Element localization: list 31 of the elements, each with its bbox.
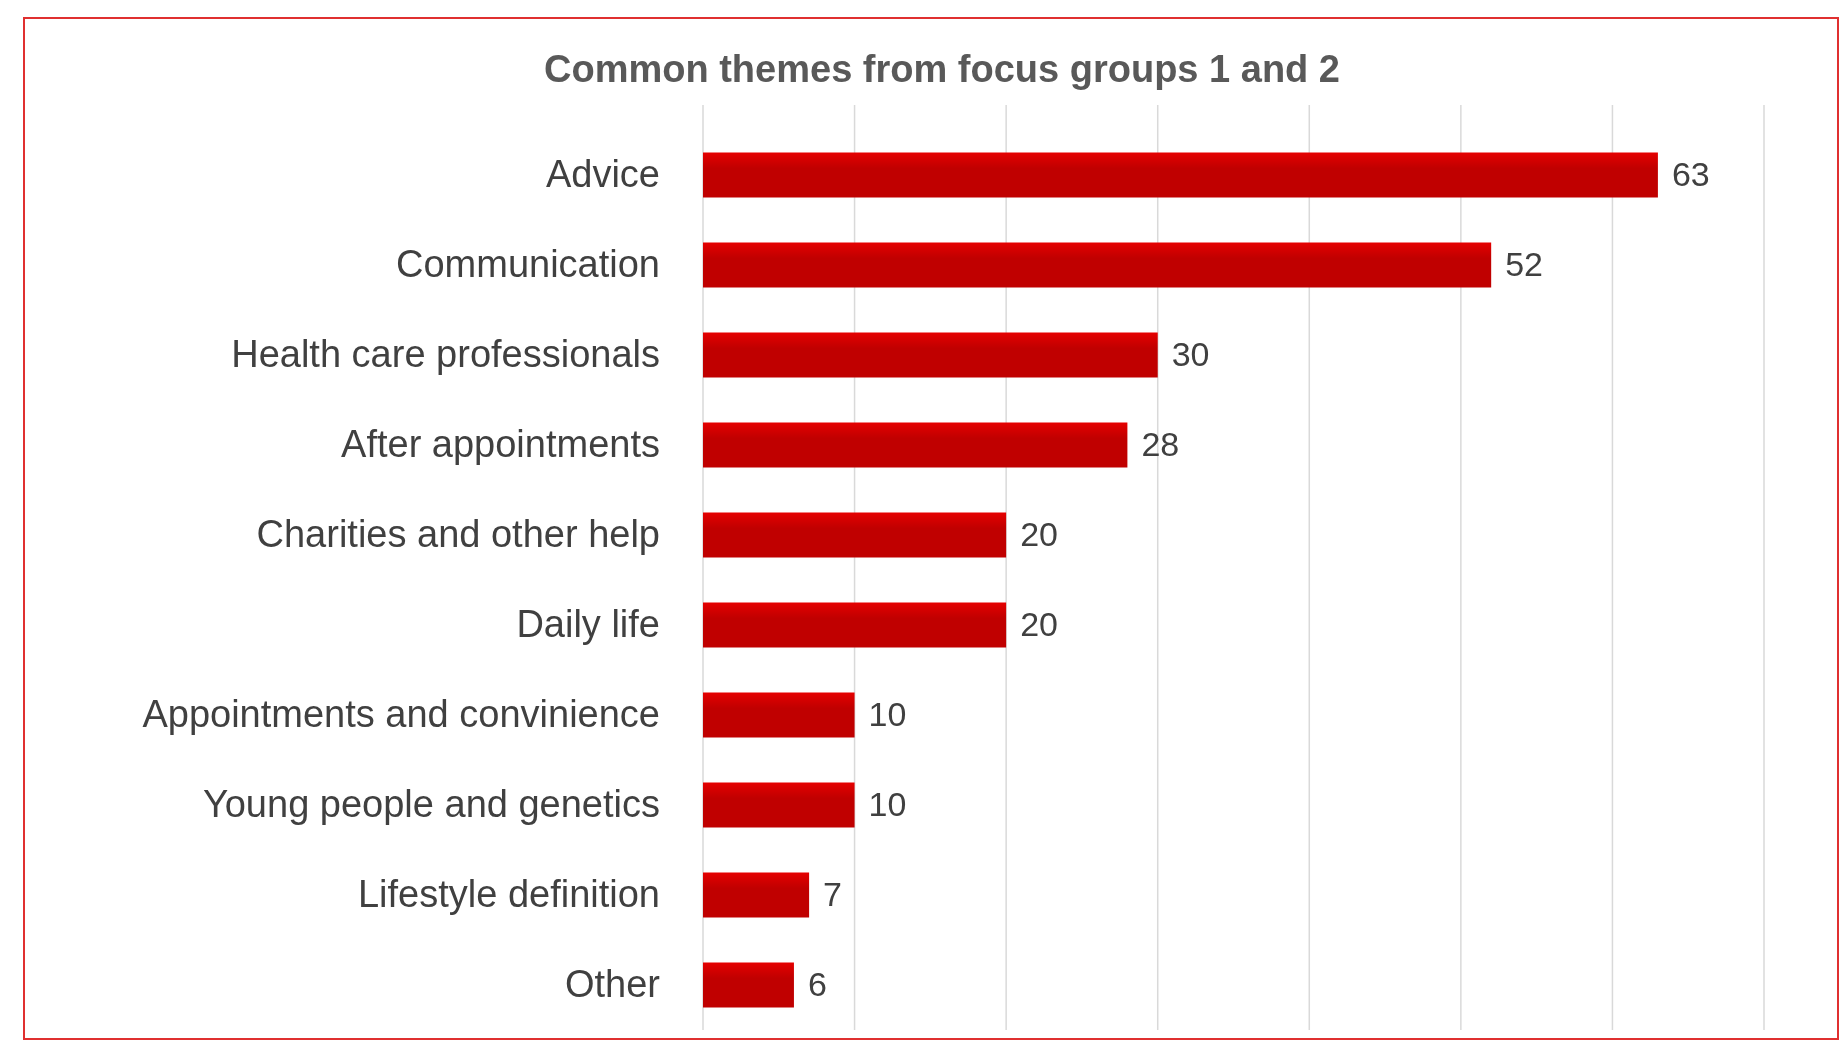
bar xyxy=(703,512,1007,558)
data-label: 7 xyxy=(823,874,843,913)
y-tick-label: Communication xyxy=(396,243,660,286)
data-label: 63 xyxy=(1671,154,1710,193)
bar xyxy=(703,242,1492,288)
bar xyxy=(703,602,1007,648)
bar xyxy=(703,782,855,828)
y-tick-label: Advice xyxy=(545,153,660,196)
y-tick-label: Young people and genetics xyxy=(202,783,660,826)
data-label: 6 xyxy=(807,964,827,1003)
bar xyxy=(703,332,1158,378)
bar xyxy=(703,152,1658,198)
y-tick-label: Health care professionals xyxy=(231,333,660,376)
bar xyxy=(703,872,810,918)
data-label: 10 xyxy=(868,694,907,733)
data-label: 10 xyxy=(868,784,907,823)
bar xyxy=(703,962,794,1008)
y-tick-label: Daily life xyxy=(516,603,660,646)
bar xyxy=(703,692,855,738)
data-label: 20 xyxy=(1020,604,1058,643)
data-label: 20 xyxy=(1020,514,1058,553)
data-label: 28 xyxy=(1141,424,1180,463)
y-tick-label: Lifestyle definition xyxy=(357,873,660,916)
y-tick-label: Other xyxy=(564,963,661,1006)
y-tick-label: After appointments xyxy=(341,423,660,466)
y-tick-label: Appointments and convinience xyxy=(142,693,660,736)
data-label: 30 xyxy=(1171,334,1210,373)
data-label: 52 xyxy=(1505,244,1543,283)
bar xyxy=(703,422,1128,468)
y-tick-label: Charities and other help xyxy=(256,513,660,556)
chart-title: Common themes from focus groups 1 and 2 xyxy=(544,48,1340,90)
